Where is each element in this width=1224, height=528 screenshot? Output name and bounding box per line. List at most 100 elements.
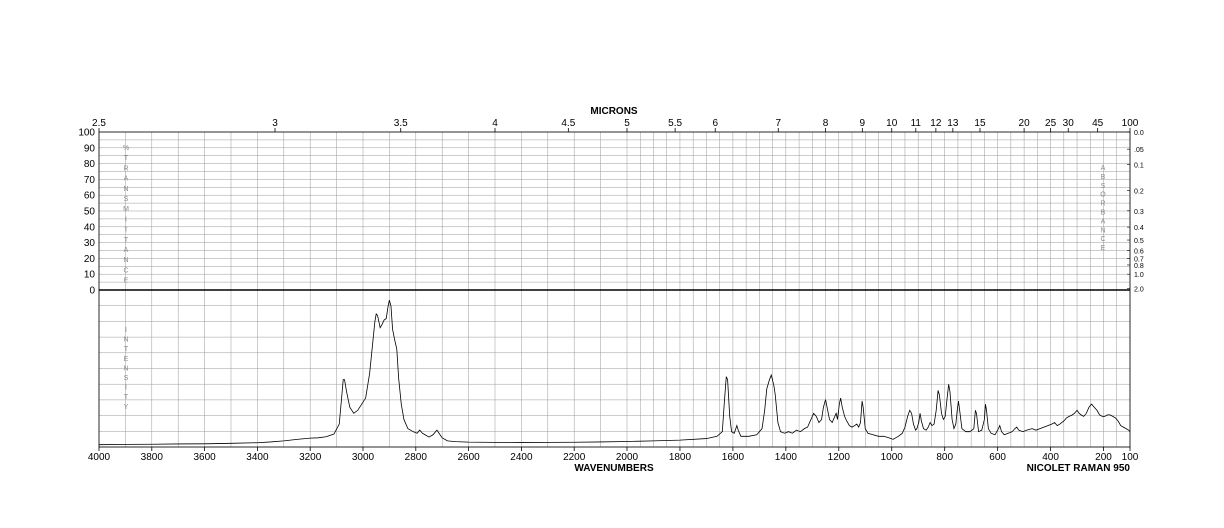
absorbance-axis-letter: C bbox=[1100, 236, 1105, 243]
microns-tick-label: 15 bbox=[974, 118, 986, 129]
transmittance-tick-label: 20 bbox=[84, 254, 96, 265]
transmittance-axis-letter: A bbox=[124, 247, 129, 254]
microns-tick-label: 11 bbox=[911, 118, 922, 129]
wavenumber-tick-label: 1000 bbox=[881, 452, 904, 463]
transmittance-tick-label: 60 bbox=[84, 191, 96, 202]
transmittance-tick-label: 10 bbox=[84, 270, 96, 281]
microns-tick-label: 9 bbox=[860, 118, 866, 129]
intensity-axis-letter: E bbox=[124, 356, 129, 363]
microns-axis: MICRONS 2.5 3 3.5 4 4.5 5 5.5 6 7 8 9 10 11 12 13 15 20 2… bbox=[92, 106, 1139, 132]
microns-tick-label: 5 bbox=[624, 118, 630, 129]
absorbance-tick-label: 0.8 bbox=[1134, 263, 1144, 270]
intensity-axis-letter: N bbox=[123, 337, 128, 344]
absorbance-axis-letter: R bbox=[1100, 201, 1105, 208]
absorbance-tick-label: 0.2 bbox=[1134, 188, 1144, 195]
wavenumber-tick-label: 4000 bbox=[88, 452, 111, 463]
transmittance-tick-label: 30 bbox=[84, 238, 96, 249]
wavenumber-tick-label: 2600 bbox=[457, 452, 480, 463]
microns-tick-label: 7 bbox=[775, 118, 781, 129]
wavenumber-tick-label: 100 bbox=[1122, 452, 1139, 463]
transmittance-axis-letter: N bbox=[123, 186, 128, 193]
wavenumber-tick-label: 2200 bbox=[563, 452, 586, 463]
transmittance-axis-letter: R bbox=[123, 165, 128, 172]
transmittance-tick-label: 90 bbox=[84, 143, 96, 154]
microns-tick-label: 25 bbox=[1045, 118, 1057, 129]
absorbance-axis-letter: S bbox=[1101, 183, 1106, 190]
transmittance-tick-label: 40 bbox=[84, 222, 96, 233]
wavenumber-tick-label: 2800 bbox=[405, 452, 428, 463]
wavenumber-tick-label: 400 bbox=[1042, 452, 1059, 463]
intensity-axis-letter: Y bbox=[124, 404, 129, 411]
absorbance-axis-letter: O bbox=[1100, 192, 1106, 199]
transmittance-axis-letter: I bbox=[125, 216, 127, 223]
wavenumber-tick-label: 3800 bbox=[141, 452, 164, 463]
microns-tick-label: 10 bbox=[886, 118, 898, 129]
microns-tick-label: 12 bbox=[930, 118, 942, 129]
intensity-axis-letter: T bbox=[124, 394, 129, 401]
absorbance-tick-label: 0.1 bbox=[1134, 162, 1144, 169]
transmittance-tick-label: 0 bbox=[89, 286, 95, 297]
absorbance-axis-letter: N bbox=[1100, 227, 1105, 234]
transmittance-tick-label: 50 bbox=[84, 207, 96, 218]
absorbance-axis-letter: A bbox=[1101, 165, 1106, 172]
absorbance-tick-label: 0.5 bbox=[1134, 238, 1144, 245]
microns-tick-label: 45 bbox=[1092, 118, 1104, 129]
absorbance-tick-label: 0.0 bbox=[1134, 130, 1144, 137]
absorbance-axis-letter: B bbox=[1101, 210, 1106, 217]
microns-tick-label: 100 bbox=[1122, 118, 1139, 129]
absorbance-tick-label: 0.7 bbox=[1134, 256, 1144, 263]
wavenumber-tick-label: 3400 bbox=[246, 452, 269, 463]
transmittance-axis-letter: M bbox=[123, 206, 129, 213]
intensity-axis-letter: I bbox=[125, 385, 127, 392]
wavenumber-tick-label: 1200 bbox=[828, 452, 851, 463]
microns-tick-label: 6 bbox=[712, 118, 718, 129]
transmittance-axis-letter: N bbox=[123, 257, 128, 264]
transmittance-axis-letter: T bbox=[124, 227, 129, 234]
wavenumber-tick-label: 1800 bbox=[669, 452, 692, 463]
wavenumber-tick-label: 3600 bbox=[193, 452, 216, 463]
intensity-axis-letter: S bbox=[124, 375, 129, 382]
absorbance-tick-label: .05 bbox=[1134, 147, 1144, 154]
transmittance-axis-letter: A bbox=[124, 176, 129, 183]
transmittance-tick-label: 100 bbox=[78, 128, 95, 139]
wavenumber-tick-label: 2000 bbox=[616, 452, 639, 463]
transmittance-axis-letter: S bbox=[124, 196, 129, 203]
wavenumber-tick-label: 1400 bbox=[775, 452, 798, 463]
microns-tick-label: 13 bbox=[947, 118, 959, 129]
microns-axis-title: MICRONS bbox=[590, 106, 638, 117]
transmittance-axis-letter: C bbox=[123, 267, 128, 274]
absorbance-axis-letter: B bbox=[1101, 174, 1106, 181]
microns-tick-label: 8 bbox=[823, 118, 829, 129]
microns-tick-label: 3.5 bbox=[394, 118, 408, 129]
spectrum-line bbox=[98, 300, 1131, 446]
absorbance-tick-label: 0.4 bbox=[1134, 225, 1144, 232]
wavenumber-tick-label: 600 bbox=[989, 452, 1006, 463]
transmittance-axis-letter: T bbox=[124, 155, 129, 162]
microns-tick-label: 30 bbox=[1063, 118, 1075, 129]
instrument-label: NICOLET RAMAN 950 bbox=[1027, 463, 1131, 474]
microns-tick-label: 4.5 bbox=[561, 118, 575, 129]
wavenumbers-axis: WAVENUMBERS 4000 3800 3600 3400 3200 3000 2800… bbox=[88, 447, 1139, 474]
transmittance-axis-letter: % bbox=[123, 145, 129, 152]
wavenumber-tick-label: 2400 bbox=[510, 452, 533, 463]
absorbance-tick-label: 2.0 bbox=[1134, 286, 1144, 293]
wavenumbers-axis-title: WAVENUMBERS bbox=[574, 463, 654, 474]
microns-tick-label: 3 bbox=[272, 118, 278, 129]
intensity-axis-letter: N bbox=[123, 365, 128, 372]
microns-tick-label: 5.5 bbox=[668, 118, 682, 129]
plot-frame bbox=[98, 131, 1131, 448]
absorbance-tick-label: 0.3 bbox=[1134, 209, 1144, 216]
transmittance-tick-label: 80 bbox=[84, 159, 96, 170]
transmittance-axis-letter: T bbox=[124, 237, 129, 244]
wavenumber-tick-label: 3000 bbox=[352, 452, 375, 463]
absorbance-axis-letter: A bbox=[1101, 218, 1106, 225]
microns-tick-label: 2.5 bbox=[92, 118, 106, 129]
absorbance-axis-letter: E bbox=[1101, 245, 1106, 252]
wavenumber-tick-label: 3200 bbox=[299, 452, 322, 463]
microns-tick-label: 20 bbox=[1019, 118, 1031, 129]
transmittance-axis-letter: E bbox=[124, 278, 129, 285]
intensity-axis-letter: I bbox=[125, 327, 127, 334]
